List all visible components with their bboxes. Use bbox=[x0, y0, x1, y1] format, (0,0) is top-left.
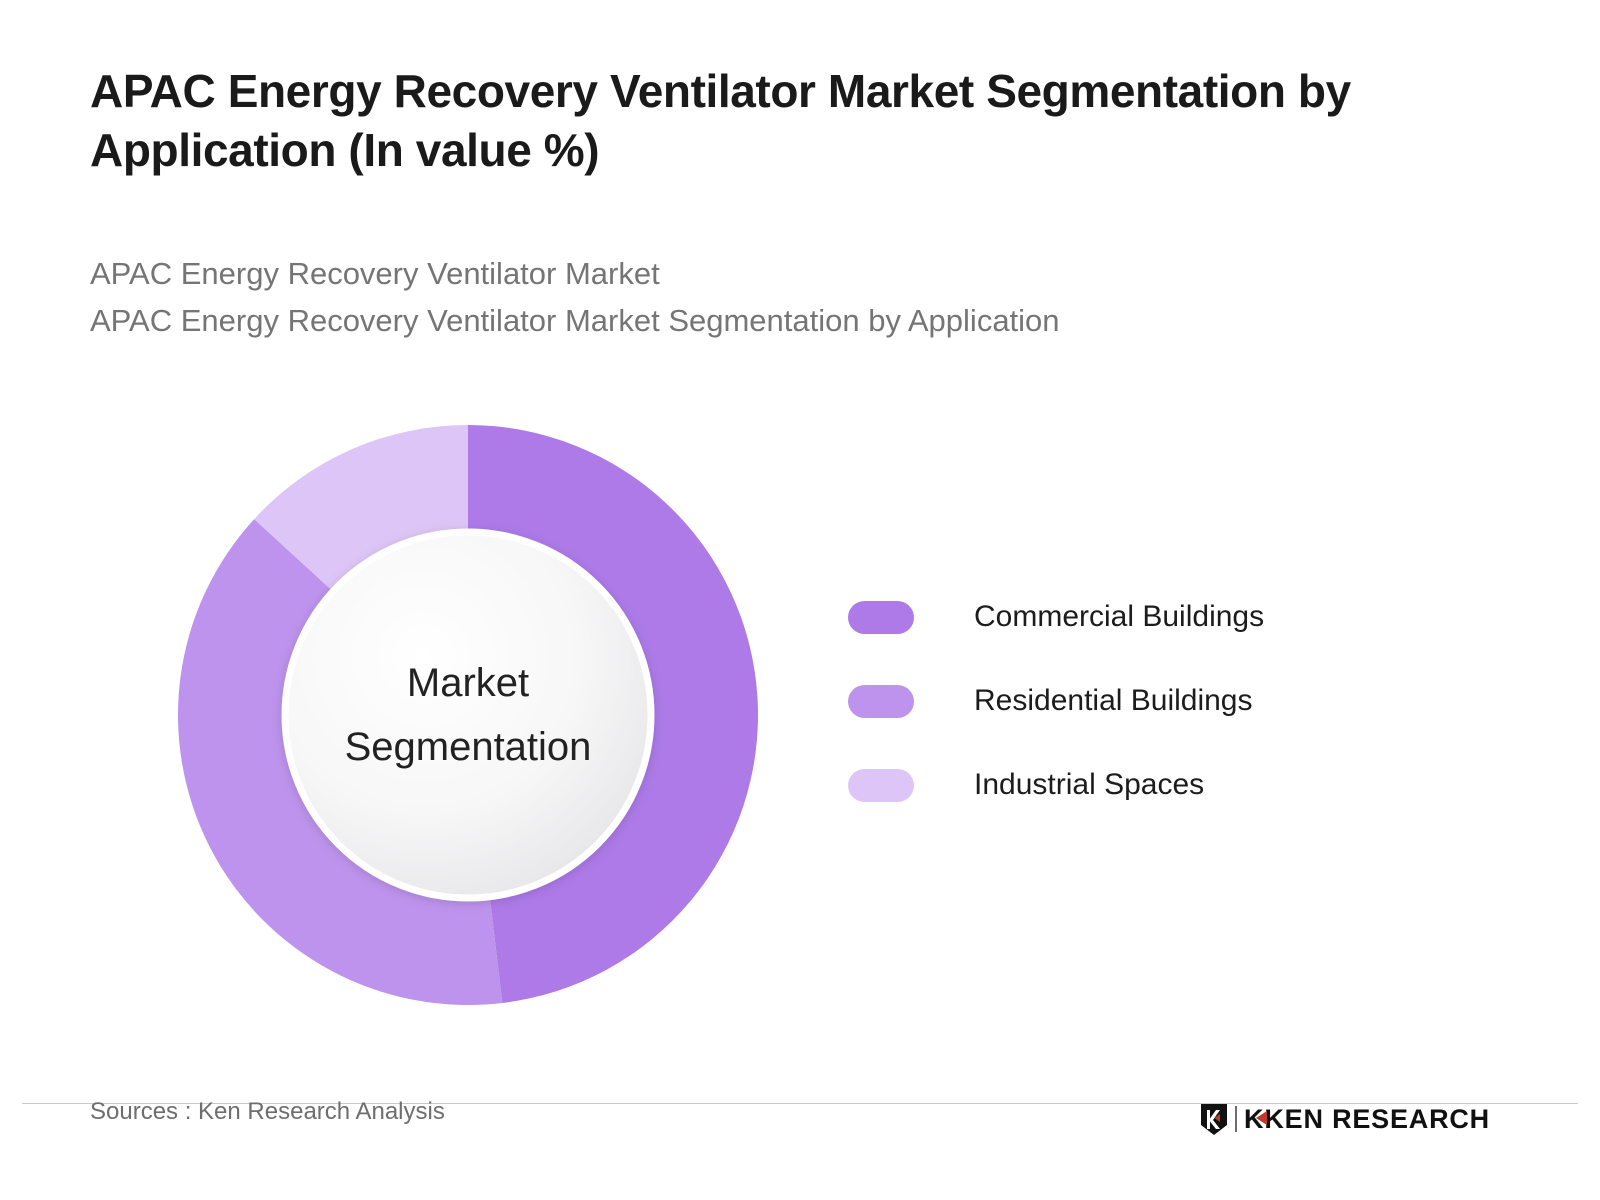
legend-swatch-industrial-spaces bbox=[848, 768, 914, 802]
donut-center-hole bbox=[281, 528, 655, 902]
legend-label-residential-buildings: Residential Buildings bbox=[974, 684, 1253, 717]
subtitle-line-1: APAC Energy Recovery Ventilator Market bbox=[90, 256, 660, 291]
legend-swatch-commercial-buildings bbox=[848, 600, 914, 634]
donut-chart: Market Segmentation bbox=[178, 425, 759, 1006]
footer-divider bbox=[22, 1103, 1578, 1104]
logo-wordmark-red-triangle-icon bbox=[1256, 1110, 1268, 1125]
legend-item-commercial-buildings[interactable]: Commercial Buildings bbox=[848, 575, 1468, 659]
ken-research-logo: K KEN RESEARCH bbox=[1199, 1100, 1490, 1138]
ken-research-badge-icon bbox=[1201, 1103, 1228, 1135]
logo-wordmark-text: KEN RESEARCH bbox=[1264, 1103, 1490, 1134]
legend-label-industrial-spaces: Industrial Spaces bbox=[974, 768, 1205, 801]
donut-chart-svg bbox=[178, 425, 759, 1006]
footer-source-text: Sources : Ken Research Analysis bbox=[90, 1098, 445, 1125]
subtitle-block: APAC Energy Recovery Ventilator Market A… bbox=[90, 250, 1440, 344]
title-block: APAC Energy Recovery Ventilator Market S… bbox=[90, 62, 1490, 180]
legend-label-commercial-buildings: Commercial Buildings bbox=[974, 600, 1265, 633]
legend-swatch-residential-buildings bbox=[848, 684, 914, 718]
legend-item-industrial-spaces[interactable]: Industrial Spaces bbox=[848, 743, 1468, 827]
subtitle-line-2: APAC Energy Recovery Ventilator Market S… bbox=[90, 303, 1060, 339]
logo-wordmark-k: K bbox=[1244, 1104, 1268, 1135]
chart-legend: Commercial Buildings Residential Buildin… bbox=[848, 575, 1468, 827]
page-title: APAC Energy Recovery Ventilator Market S… bbox=[90, 65, 1351, 176]
chart-area: Market Segmentation Commercial Buildings… bbox=[0, 395, 1600, 1045]
logo-divider bbox=[1235, 1106, 1238, 1132]
legend-item-residential-buildings[interactable]: Residential Buildings bbox=[848, 659, 1468, 743]
ken-research-wordmark: K KEN RESEARCH bbox=[1244, 1104, 1490, 1135]
